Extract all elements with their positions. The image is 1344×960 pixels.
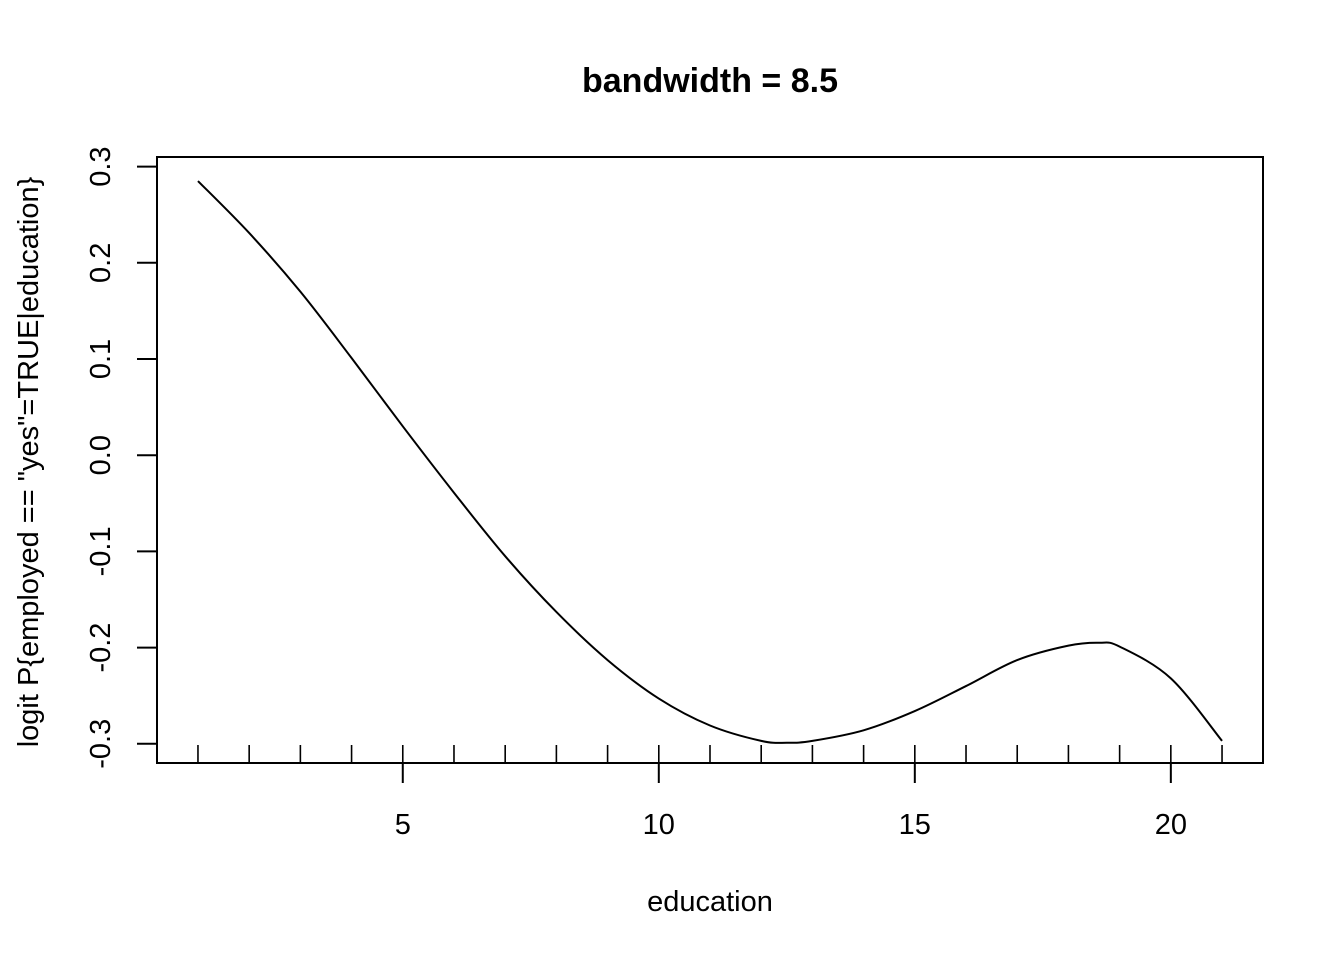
y-axis: -0.3 -0.2 -0.1 0.0 0.1 0.2 0.3 — [85, 146, 158, 769]
y-axis-label: logit P{employed == "yes"=TRUE|education… — [13, 176, 45, 747]
rug — [197, 745, 1223, 763]
y-tick-label: 0.3 — [85, 146, 117, 186]
x-axis: 5 10 15 20 — [395, 763, 1187, 841]
y-tick-label: -0.1 — [85, 526, 117, 576]
y-tick-label: 0.1 — [85, 339, 117, 379]
series-line — [197, 180, 1223, 744]
x-tick-label: 10 — [643, 809, 675, 841]
plot-frame — [156, 156, 1264, 764]
x-tick-label: 5 — [395, 809, 411, 841]
y-tick-label: 0.0 — [85, 435, 117, 475]
y-tick-label: -0.3 — [85, 719, 117, 769]
x-tick-label: 15 — [899, 809, 931, 841]
y-tick-label: -0.2 — [85, 623, 117, 673]
x-axis-label: education — [647, 886, 773, 918]
x-tick-label: 20 — [1155, 809, 1187, 841]
chart-title: bandwidth = 8.5 — [582, 62, 838, 100]
y-tick-label: 0.2 — [85, 243, 117, 283]
